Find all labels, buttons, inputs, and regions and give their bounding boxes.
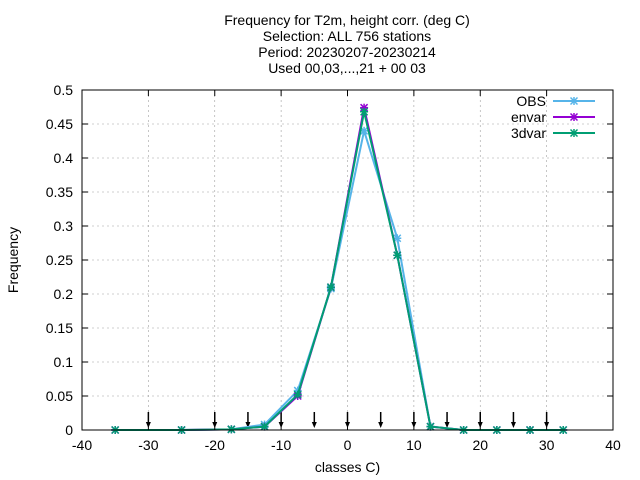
x-axis-label: classes C) [315,459,380,475]
x-tick-label: 10 [406,437,422,453]
data-point [227,425,236,434]
x-tick-label: 40 [605,437,621,453]
legend-entry-OBS: OBS [516,93,595,109]
y-tick-label: 0.05 [46,388,73,404]
series-line-3dvar [115,111,564,431]
legend-label: envar [511,109,546,125]
series-OBS [111,126,568,435]
data-point [360,107,369,116]
legend-label: 3dvar [511,125,546,141]
y-tick-label: 0.45 [46,116,73,132]
y-tick-label: 0 [65,422,73,438]
arrow-head [378,422,384,428]
arrow-head [444,422,450,428]
grid [82,90,613,430]
x-tick-label: -40 [72,437,92,453]
x-tick-label: -30 [138,437,158,453]
x-tick-label: -10 [271,437,291,453]
data-point [426,422,435,431]
y-tick-label: 0.4 [54,150,74,166]
data-point [393,251,402,260]
y-tick-label: 0.3 [54,218,74,234]
chart-title-line-4: Used 00,03,...,21 + 00 03 [268,60,426,76]
ticks: -40 -30 -20 -10 0 10 20 30 40 0 0.05 0.1 0.15 0.2 0.25… [46,82,621,453]
data-point [260,422,269,431]
series [111,103,568,435]
x-tick-label: 0 [344,437,352,453]
chart-title-line-2: Selection: ALL 756 stations [262,28,432,44]
class-boundary-arrow [444,412,450,428]
legend-label: OBS [516,93,546,109]
data-point [326,283,335,292]
data-point [393,234,402,243]
x-tick-label: 30 [539,437,555,453]
y-tick-label: 0.25 [46,252,73,268]
y-tick-label: 0.2 [54,286,74,302]
y-tick-label: 0.35 [46,184,73,200]
x-tick-label: -20 [205,437,225,453]
class-boundary-arrow [311,412,317,428]
series-envar [111,103,568,435]
class-boundary-arrow [245,412,251,428]
x-tick-label: 20 [472,437,488,453]
y-tick-label: 0.15 [46,320,73,336]
y-tick-label: 0.1 [54,354,74,370]
chart-title-line-1: Frequency for T2m, height corr. (deg C) [224,12,470,28]
arrow-head [510,422,516,428]
arrow-head [311,422,317,428]
y-axis-label: Frequency [5,227,21,293]
series-3dvar [111,107,568,435]
legend-entry-envar: envar [511,109,595,125]
series-line-envar [115,107,564,431]
data-point [293,390,302,399]
legend-entry-3dvar: 3dvar [511,125,595,141]
chart-title-line-3: Period: 20230207-20230214 [258,44,436,60]
arrow-head [245,422,251,428]
y-tick-label: 0.5 [54,82,74,98]
series-line-OBS [115,126,564,431]
class-boundary-arrow [510,412,516,428]
class-boundary-arrow [378,412,384,428]
